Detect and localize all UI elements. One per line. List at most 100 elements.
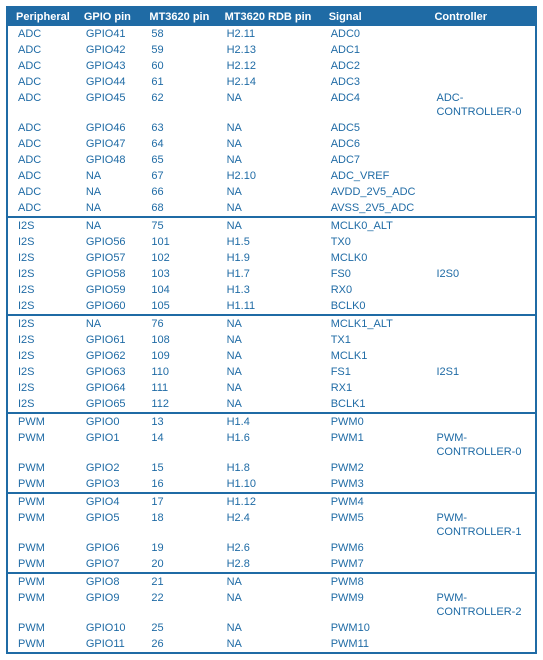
cell-gpio: NA xyxy=(76,184,142,200)
cell-rdb: H2.10 xyxy=(217,168,321,184)
cell-gpio: GPIO44 xyxy=(76,74,142,90)
cell-rdb: NA xyxy=(217,396,321,413)
cell-controller xyxy=(426,74,536,90)
cell-pin: 68 xyxy=(141,200,216,217)
cell-signal: BCLK1 xyxy=(321,396,427,413)
cell-gpio: GPIO61 xyxy=(76,332,142,348)
cell-peripheral: I2S xyxy=(7,315,76,332)
cell-pin: 67 xyxy=(141,168,216,184)
cell-peripheral: PWM xyxy=(7,430,76,460)
table-row: I2SGPIO65112NABCLK1 xyxy=(7,396,536,413)
cell-pin: 62 xyxy=(141,90,216,120)
cell-peripheral: ADC xyxy=(7,26,76,42)
cell-controller: PWM-CONTROLLER-0 xyxy=(426,430,536,460)
cell-controller xyxy=(426,556,536,573)
cell-pin: 76 xyxy=(141,315,216,332)
cell-rdb: H1.4 xyxy=(217,413,321,430)
cell-pin: 64 xyxy=(141,136,216,152)
col-controller: Controller xyxy=(426,7,536,26)
cell-signal: PWM7 xyxy=(321,556,427,573)
cell-controller xyxy=(426,217,536,234)
table-row: ADCGPIO4865NAADC7 xyxy=(7,152,536,168)
cell-pin: 104 xyxy=(141,282,216,298)
cell-signal: PWM2 xyxy=(321,460,427,476)
cell-controller xyxy=(426,168,536,184)
cell-peripheral: ADC xyxy=(7,168,76,184)
cell-signal: PWM3 xyxy=(321,476,427,493)
cell-peripheral: ADC xyxy=(7,200,76,217)
cell-rdb: H2.8 xyxy=(217,556,321,573)
cell-rdb: NA xyxy=(217,636,321,653)
cell-pin: 15 xyxy=(141,460,216,476)
cell-controller: PWM-CONTROLLER-2 xyxy=(426,590,536,620)
cell-pin: 65 xyxy=(141,152,216,168)
cell-peripheral: ADC xyxy=(7,136,76,152)
table-row: PWMGPIO114H1.6PWM1PWM-CONTROLLER-0 xyxy=(7,430,536,460)
cell-controller xyxy=(426,460,536,476)
cell-gpio: GPIO45 xyxy=(76,90,142,120)
table-row: PWMGPIO619H2.6PWM6 xyxy=(7,540,536,556)
cell-controller xyxy=(426,332,536,348)
cell-rdb: H1.6 xyxy=(217,430,321,460)
cell-rdb: H1.8 xyxy=(217,460,321,476)
table-row: ADCNA68NAAVSS_2V5_ADC xyxy=(7,200,536,217)
cell-signal: AVSS_2V5_ADC xyxy=(321,200,427,217)
table-body: ADCGPIO4158H2.11ADC0ADCGPIO4259H2.13ADC1… xyxy=(7,26,536,653)
cell-pin: 18 xyxy=(141,510,216,540)
cell-controller xyxy=(426,298,536,315)
cell-rdb: NA xyxy=(217,573,321,590)
table-row: ADCGPIO4158H2.11ADC0 xyxy=(7,26,536,42)
cell-signal: PWM4 xyxy=(321,493,427,510)
cell-gpio: GPIO6 xyxy=(76,540,142,556)
cell-peripheral: PWM xyxy=(7,510,76,540)
cell-controller xyxy=(426,58,536,74)
cell-controller: I2S0 xyxy=(426,266,536,282)
cell-peripheral: ADC xyxy=(7,74,76,90)
cell-pin: 105 xyxy=(141,298,216,315)
table-row: I2SGPIO61108NATX1 xyxy=(7,332,536,348)
cell-controller xyxy=(426,250,536,266)
cell-controller xyxy=(426,200,536,217)
cell-controller xyxy=(426,396,536,413)
cell-rdb: H1.9 xyxy=(217,250,321,266)
cell-peripheral: PWM xyxy=(7,476,76,493)
cell-controller xyxy=(426,234,536,250)
cell-controller xyxy=(426,348,536,364)
cell-signal: ADC5 xyxy=(321,120,427,136)
table-row: I2SGPIO57102H1.9MCLK0 xyxy=(7,250,536,266)
cell-signal: ADC0 xyxy=(321,26,427,42)
cell-peripheral: ADC xyxy=(7,120,76,136)
cell-pin: 108 xyxy=(141,332,216,348)
cell-rdb: NA xyxy=(217,380,321,396)
cell-pin: 75 xyxy=(141,217,216,234)
table-row: ADCNA66NAAVDD_2V5_ADC xyxy=(7,184,536,200)
cell-peripheral: ADC xyxy=(7,42,76,58)
cell-pin: 103 xyxy=(141,266,216,282)
cell-rdb: H2.4 xyxy=(217,510,321,540)
cell-pin: 26 xyxy=(141,636,216,653)
cell-rdb: H2.6 xyxy=(217,540,321,556)
cell-peripheral: PWM xyxy=(7,460,76,476)
cell-peripheral: PWM xyxy=(7,540,76,556)
table-row: I2SGPIO62109NAMCLK1 xyxy=(7,348,536,364)
cell-peripheral: I2S xyxy=(7,217,76,234)
cell-gpio: NA xyxy=(76,315,142,332)
table-row: ADCGPIO4360H2.12ADC2 xyxy=(7,58,536,74)
cell-rdb: H2.12 xyxy=(217,58,321,74)
cell-controller xyxy=(426,282,536,298)
cell-peripheral: I2S xyxy=(7,396,76,413)
cell-gpio: GPIO7 xyxy=(76,556,142,573)
table-row: I2SGPIO56101H1.5TX0 xyxy=(7,234,536,250)
cell-rdb: NA xyxy=(217,348,321,364)
col-signal: Signal xyxy=(321,7,427,26)
cell-controller xyxy=(426,636,536,653)
cell-gpio: GPIO60 xyxy=(76,298,142,315)
cell-gpio: GPIO62 xyxy=(76,348,142,364)
cell-signal: AVDD_2V5_ADC xyxy=(321,184,427,200)
cell-peripheral: ADC xyxy=(7,58,76,74)
cell-pin: 109 xyxy=(141,348,216,364)
cell-pin: 102 xyxy=(141,250,216,266)
cell-gpio: NA xyxy=(76,200,142,217)
cell-peripheral: I2S xyxy=(7,380,76,396)
cell-rdb: H1.3 xyxy=(217,282,321,298)
